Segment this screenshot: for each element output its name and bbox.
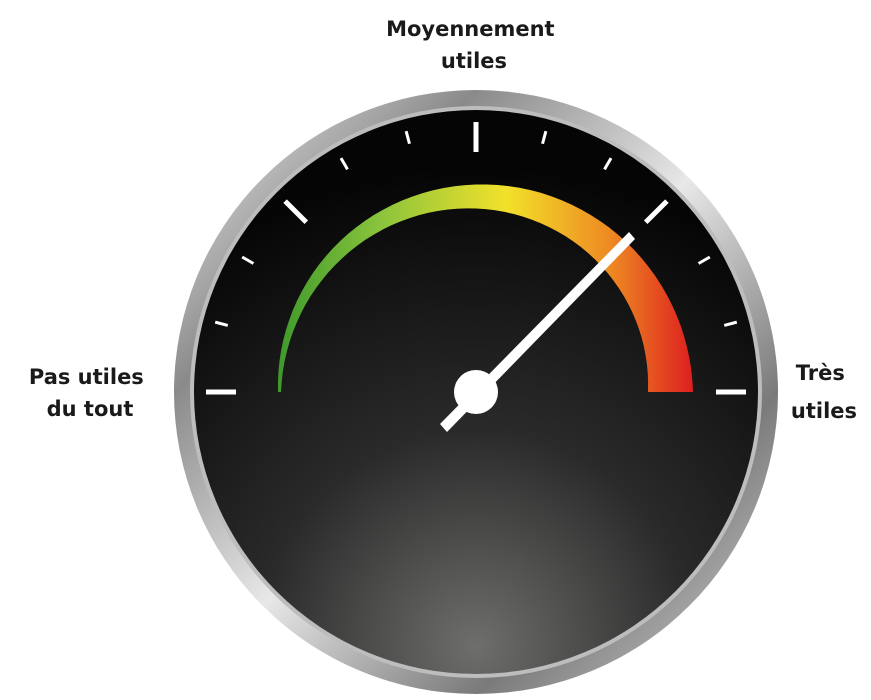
label-top: Moyennement utiles <box>386 17 562 73</box>
label-line: du tout <box>47 397 134 421</box>
label-line: Très <box>796 361 845 385</box>
page: Moyennement utiles Pas utiles du tout Tr… <box>0 0 871 700</box>
label-line: Pas utiles <box>29 365 144 389</box>
label-line: utiles <box>791 399 857 423</box>
label-right: Très utiles <box>791 361 857 423</box>
label-left: Pas utiles du tout <box>29 365 151 421</box>
label-line: utiles <box>441 49 507 73</box>
needle-hub <box>454 370 498 414</box>
gauge-illustration: Moyennement utiles Pas utiles du tout Tr… <box>0 0 871 700</box>
label-line: Moyennement <box>386 17 555 41</box>
